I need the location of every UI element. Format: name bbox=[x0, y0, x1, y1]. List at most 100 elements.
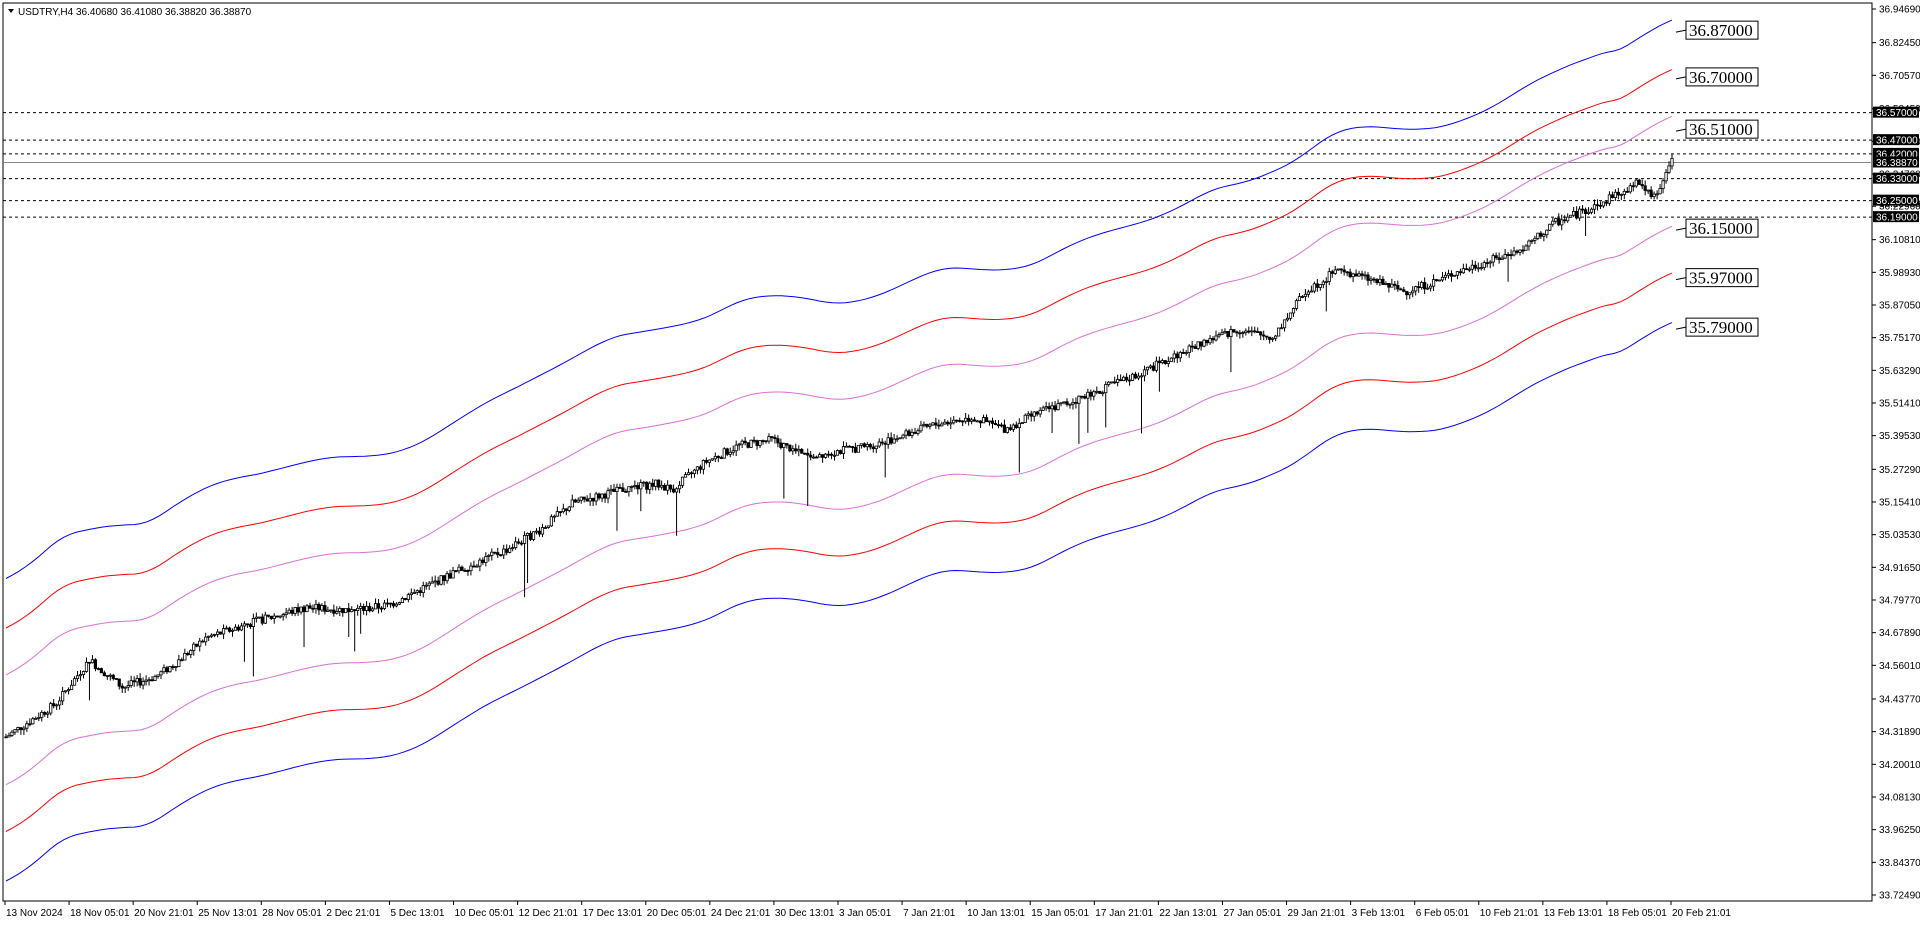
candle-body bbox=[1220, 332, 1224, 336]
candle-body bbox=[585, 498, 589, 502]
candle-body bbox=[767, 436, 771, 442]
x-tick-label: 25 Nov 13:01 bbox=[198, 908, 258, 919]
candle-body bbox=[904, 430, 908, 436]
band-label-text: 36.70000 bbox=[1689, 68, 1753, 87]
candle-body bbox=[1622, 190, 1626, 195]
candle-body bbox=[1366, 274, 1370, 281]
candle-body bbox=[1232, 329, 1236, 333]
collapse-triangle-icon[interactable] bbox=[8, 9, 14, 13]
candle-body bbox=[108, 674, 112, 677]
candle-body bbox=[740, 440, 744, 445]
candle-body bbox=[978, 420, 983, 424]
candle-body bbox=[1598, 204, 1603, 207]
candle-body bbox=[260, 616, 264, 624]
candle-body bbox=[841, 446, 846, 454]
candle-body bbox=[230, 629, 235, 632]
y-tick-label: 33.72490 bbox=[1879, 891, 1920, 902]
candle-body bbox=[987, 420, 992, 423]
candle-body bbox=[1628, 185, 1632, 193]
candle-body bbox=[1640, 184, 1644, 187]
candle-body bbox=[72, 678, 77, 686]
band-label-text: 35.79000 bbox=[1689, 318, 1753, 337]
candle-body bbox=[1479, 267, 1483, 270]
candle-body bbox=[1238, 332, 1242, 335]
candle-body bbox=[254, 616, 258, 619]
band-label-box bbox=[1685, 67, 1759, 87]
candle-body bbox=[949, 422, 953, 425]
candle-body bbox=[519, 542, 524, 545]
candle-body bbox=[809, 454, 813, 458]
candle-body bbox=[326, 609, 330, 612]
candle-body bbox=[931, 422, 935, 426]
candle-body bbox=[218, 631, 223, 635]
candle-body bbox=[669, 484, 673, 490]
candle-body bbox=[502, 548, 506, 556]
candle-body bbox=[1527, 240, 1531, 247]
candle-body bbox=[78, 674, 83, 677]
candle-body bbox=[1032, 411, 1036, 417]
candle-body bbox=[1125, 376, 1129, 381]
candle-body bbox=[528, 532, 533, 540]
candle-body bbox=[1184, 352, 1188, 354]
candle-body bbox=[436, 580, 440, 585]
candle-body bbox=[859, 443, 863, 446]
candle-body bbox=[955, 419, 959, 422]
candle-body bbox=[1369, 278, 1373, 281]
candle-body bbox=[198, 640, 202, 647]
candle-body bbox=[1393, 283, 1397, 286]
band-label-text: 36.15000 bbox=[1689, 219, 1753, 238]
candle-body bbox=[22, 727, 26, 731]
y-tick-label: 36.94690 bbox=[1879, 5, 1920, 16]
candle-body bbox=[821, 454, 825, 458]
candle-body bbox=[1017, 422, 1021, 429]
candle-body bbox=[1205, 339, 1209, 344]
candle-body bbox=[1327, 271, 1331, 282]
candle-body bbox=[1223, 331, 1227, 334]
candle-body bbox=[1211, 338, 1215, 341]
candle-body bbox=[1428, 285, 1433, 289]
x-tick-label: 7 Jan 21:01 bbox=[903, 908, 956, 919]
x-tick-label: 18 Feb 05:01 bbox=[1608, 908, 1667, 919]
y-tick-label: 35.27290 bbox=[1879, 465, 1920, 476]
candle-body bbox=[886, 437, 890, 445]
x-tick-label: 24 Dec 21:01 bbox=[711, 908, 771, 919]
candle-body bbox=[412, 592, 416, 594]
candle-body bbox=[1026, 413, 1030, 416]
candle-body bbox=[1512, 250, 1516, 256]
candle-body bbox=[803, 452, 807, 455]
candle-body bbox=[1074, 401, 1078, 404]
candle-body bbox=[1357, 273, 1361, 277]
candle-body bbox=[1271, 337, 1275, 340]
candle-body bbox=[344, 608, 348, 614]
candle-body bbox=[984, 417, 989, 423]
candle-body bbox=[1172, 353, 1176, 359]
candle-body bbox=[1130, 373, 1135, 381]
band-price-label: 36.51000 bbox=[1675, 119, 1759, 139]
x-tick-label: 13 Nov 2024 bbox=[6, 908, 63, 919]
candle-body bbox=[353, 609, 357, 611]
candle-body bbox=[636, 485, 640, 490]
candle-body bbox=[1643, 185, 1647, 191]
level-tag-box bbox=[1873, 147, 1919, 159]
candle-body bbox=[913, 431, 917, 434]
candle-body bbox=[934, 422, 938, 426]
candle-body bbox=[1521, 249, 1525, 252]
candle-body bbox=[1306, 291, 1311, 295]
candle-body bbox=[207, 635, 211, 638]
candle-body bbox=[439, 575, 443, 585]
candle-body bbox=[58, 700, 62, 706]
candle-body bbox=[347, 608, 351, 613]
candle-body bbox=[1589, 208, 1594, 213]
candle-body bbox=[418, 590, 422, 593]
candle-body bbox=[1038, 409, 1042, 415]
candle-body bbox=[853, 446, 857, 453]
band-label-pointer bbox=[1675, 227, 1687, 231]
candle-body bbox=[227, 627, 232, 632]
band-label-box bbox=[1685, 20, 1759, 40]
candle-body bbox=[1539, 232, 1543, 237]
candle-body bbox=[946, 421, 950, 425]
band-label-pointer bbox=[1675, 277, 1687, 281]
x-tick-label: 20 Dec 05:01 bbox=[647, 908, 707, 919]
